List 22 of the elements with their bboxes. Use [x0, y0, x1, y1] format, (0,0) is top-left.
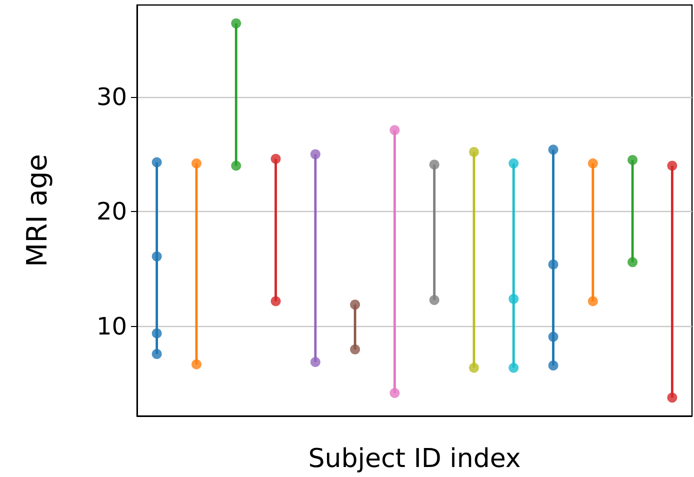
- point: [350, 344, 360, 354]
- y-tick-label: 20: [96, 198, 127, 226]
- point: [548, 332, 558, 342]
- point: [508, 362, 519, 373]
- y-tick-label: 30: [96, 82, 127, 111]
- point: [152, 251, 162, 262]
- point: [152, 328, 162, 338]
- point: [548, 259, 558, 270]
- point: [350, 300, 360, 310]
- point: [310, 149, 320, 160]
- point: [390, 125, 400, 136]
- point: [468, 146, 479, 157]
- point: [508, 158, 519, 168]
- y-axis-title: MRI age: [20, 154, 54, 267]
- point: [310, 357, 320, 368]
- point: [508, 294, 519, 304]
- point: [468, 362, 479, 373]
- point: [390, 388, 400, 398]
- y-tick-label: 10: [96, 312, 127, 340]
- x-axis-title: Subject ID index: [308, 444, 521, 474]
- point: [429, 295, 440, 306]
- point: [429, 160, 440, 170]
